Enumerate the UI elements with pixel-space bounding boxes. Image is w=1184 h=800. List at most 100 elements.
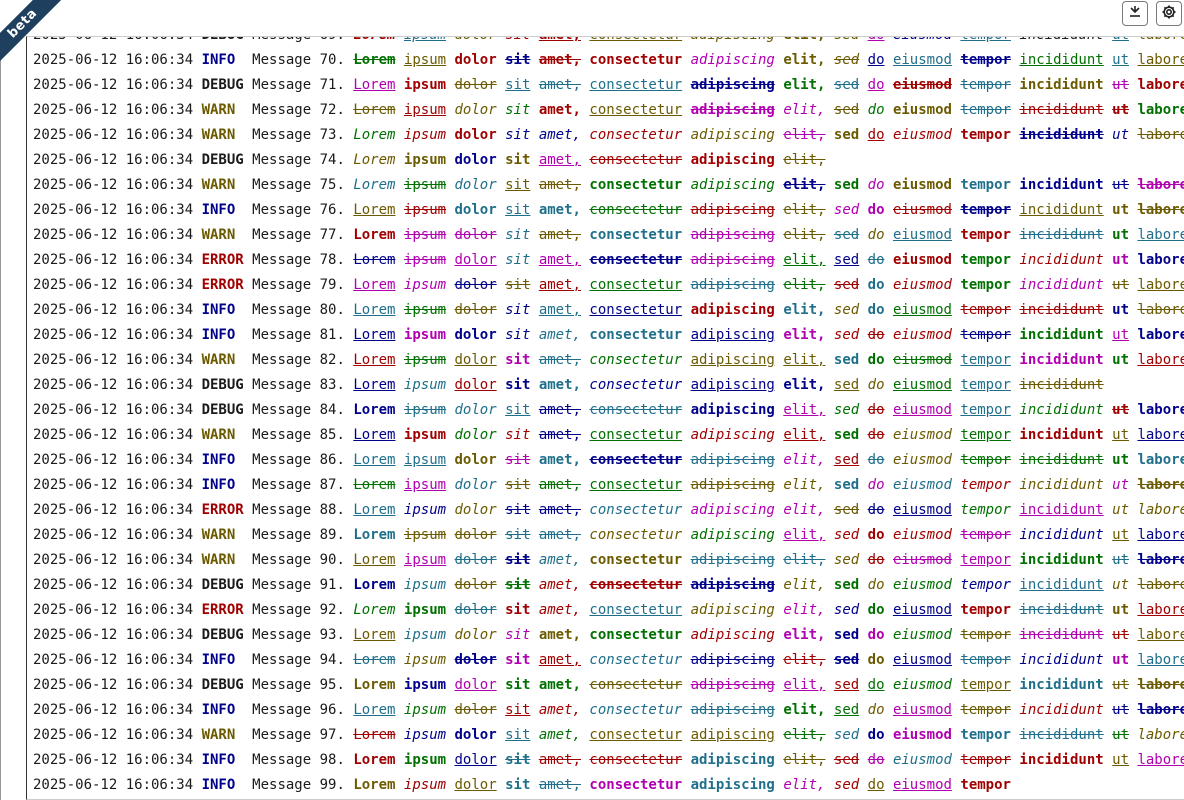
log-message-number: Message 94. [252,652,354,668]
log-word: ut [1112,227,1129,243]
log-timestamp: 2025-06-12 16:06:34 [33,427,202,443]
log-word: dolor [454,477,497,493]
log-word: sed [833,452,860,468]
log-word: sed [833,477,860,493]
download-button[interactable] [1122,1,1148,26]
log-word: consectetur [589,152,683,168]
log-word: sit [505,327,531,343]
log-word: consectetur [589,427,683,443]
settings-button[interactable] [1156,1,1182,26]
log-word: consectetur [589,527,683,543]
log-line: 2025-06-12 16:06:34 WARN Message 77. Lor… [33,223,1184,248]
log-word: dolor [454,777,497,793]
log-word: ipsum [403,577,447,593]
log-word: Lorem [353,252,396,268]
log-word: labore [1137,402,1184,418]
log-word: amet, [538,102,581,118]
log-level: WARN [201,727,253,743]
log-word: eiusmod [892,677,952,693]
log-word: consectetur [589,627,683,643]
log-word: consectetur [589,402,683,418]
log-word: do [867,352,885,368]
log-line: 2025-06-12 16:06:34 WARN Message 73. Lor… [33,123,1184,148]
log-word: incididunt [1019,452,1104,468]
log-timestamp: 2025-06-12 16:06:34 [33,777,202,793]
log-word: labore [1137,302,1184,318]
log-line: 2025-06-12 16:06:34 INFO Message 94. Lor… [33,648,1184,673]
log-word: amet, [538,277,581,293]
log-level: INFO [201,702,253,718]
log-word: labore [1137,552,1184,568]
log-word: sit [505,102,531,118]
log-word: amet, [538,377,581,393]
log-word: adipiscing [690,302,775,318]
log-word: elit, [783,652,826,668]
log-word: ipsum [403,602,447,618]
log-word: ipsum [403,402,447,418]
log-level: INFO [201,752,253,768]
log-word: Lorem [353,477,396,493]
log-word: consectetur [589,277,683,293]
log-word: sit [505,477,531,493]
log-word: eiusmod [892,77,952,93]
log-word: adipiscing [690,452,775,468]
log-word: ut [1112,102,1129,118]
log-word: Lorem [353,527,396,543]
log-word: amet, [538,552,581,568]
log-word: ut [1112,302,1129,318]
log-line: 2025-06-12 16:06:34 ERROR Message 79. Lo… [33,273,1184,298]
log-message-number: Message 92. [252,602,354,618]
log-word: sit [505,677,531,693]
log-word: eiusmod [892,227,952,243]
log-word: incididunt [1019,652,1104,668]
log-word: dolor [454,552,497,568]
log-word: incididunt [1019,77,1104,93]
log-word: eiusmod [892,577,952,593]
log-word: ut [1112,452,1129,468]
log-word: adipiscing [690,502,775,518]
log-timestamp: 2025-06-12 16:06:34 [33,277,202,293]
log-word: adipiscing [690,652,775,668]
log-word: eiusmod [892,752,952,768]
log-line: 2025-06-12 16:06:34 INFO Message 80. Lor… [33,298,1184,323]
log-word: elit, [783,377,826,393]
log-word: dolor [454,377,497,393]
log-message-number: Message 72. [252,102,354,118]
log-word: ut [1112,702,1129,718]
log-word: tempor [960,252,1011,268]
log-level: INFO [201,202,253,218]
log-timestamp: 2025-06-12 16:06:34 [33,402,202,418]
log-word: tempor [960,527,1011,543]
log-word: incididunt [1019,402,1104,418]
log-word: elit, [783,52,826,68]
log-viewer[interactable]: 2025-06-12 16:06:34 DEBUG Message 69. Lo… [26,36,1184,800]
log-word: incididunt [1019,427,1104,443]
log-word: sed [833,102,860,118]
log-message-number: Message 97. [252,727,354,743]
log-word: do [867,427,885,443]
log-word: do [867,502,885,518]
log-word: eiusmod [892,352,952,368]
log-word: consectetur [589,752,683,768]
log-word: do [867,52,885,68]
log-word: do [867,252,885,268]
log-word: adipiscing [690,102,775,118]
log-line: 2025-06-12 16:06:34 INFO Message 86. Lor… [33,448,1184,473]
log-message-number: Message 89. [252,527,354,543]
log-word: sed [833,327,860,343]
log-word: elit, [783,602,826,618]
log-word: dolor [454,202,497,218]
log-word: elit, [783,102,826,118]
log-word: sed [833,227,860,243]
log-message-number: Message 73. [252,127,354,143]
log-word: labore [1137,527,1184,543]
log-word: Lorem [353,427,396,443]
log-word: dolor [454,77,497,93]
log-word: sed [833,552,860,568]
log-word: labore [1137,677,1184,693]
log-message-number: Message 77. [252,227,354,243]
log-word: amet, [538,527,581,543]
log-word: do [867,452,885,468]
log-timestamp: 2025-06-12 16:06:34 [33,37,202,43]
log-word: amet, [538,752,581,768]
